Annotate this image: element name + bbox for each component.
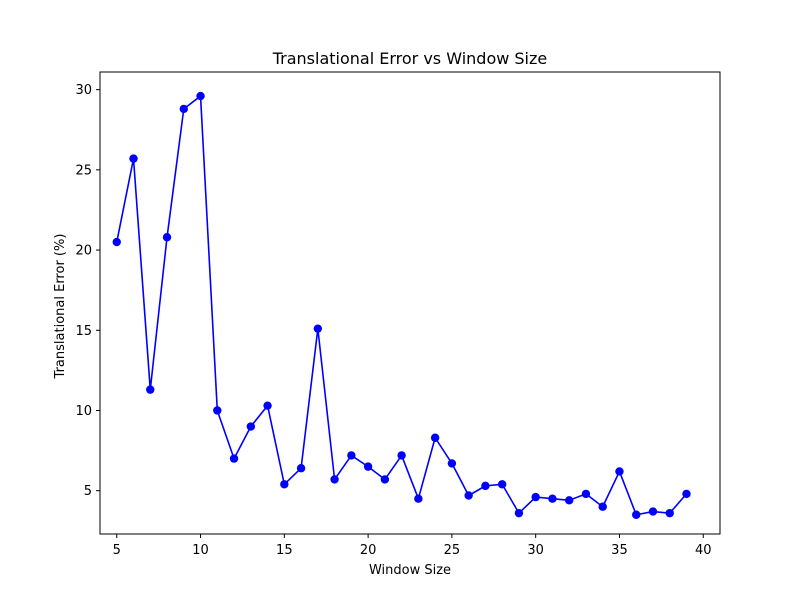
data-point	[380, 475, 390, 484]
data-point	[414, 494, 423, 503]
data-point	[280, 480, 289, 489]
data-point	[263, 401, 272, 410]
data-point	[648, 507, 658, 516]
x-tick-label: 20	[360, 543, 377, 558]
data-point	[682, 489, 691, 499]
data-point	[129, 154, 138, 163]
data-point	[615, 467, 624, 476]
data-point	[464, 491, 473, 500]
data-point	[347, 451, 356, 460]
y-tick-label: 20	[75, 244, 92, 259]
data-point	[497, 480, 507, 489]
data-point	[665, 508, 674, 518]
data-point	[229, 454, 239, 463]
data-point	[632, 510, 641, 519]
data-point	[162, 233, 172, 242]
data-point	[246, 422, 256, 431]
x-tick-label: 15	[276, 543, 293, 558]
y-tick-label: 15	[75, 324, 92, 339]
data-point	[363, 462, 373, 471]
data-point	[447, 459, 457, 468]
x-tick-label: 40	[695, 543, 712, 558]
x-tick-label: 10	[192, 543, 209, 558]
axes-frame	[99, 71, 721, 535]
data-point	[213, 406, 222, 415]
plot-area: 5 10 15 20 25 30 35 40 5 10 15 20 25 30	[75, 71, 721, 558]
data-point	[514, 508, 524, 518]
data-point	[581, 489, 591, 499]
y-tick-label: 25	[75, 163, 92, 178]
data-point	[330, 475, 339, 484]
data-point	[598, 502, 607, 511]
data-point	[146, 385, 155, 394]
y-axis-label: Translational Error (%)	[53, 234, 68, 380]
y-tick-label: 30	[75, 83, 92, 98]
x-tick-label: 5	[113, 543, 121, 558]
chart-title: Translational Error vs Window Size	[272, 49, 548, 68]
data-point	[548, 494, 557, 503]
data-point	[196, 91, 205, 101]
data-point	[397, 451, 406, 460]
x-tick-label: 30	[527, 543, 544, 558]
data-point	[313, 324, 323, 333]
y-tick-label: 10	[75, 404, 92, 419]
x-tick-label: 25	[444, 543, 461, 558]
data-point	[179, 104, 188, 114]
data-point	[564, 496, 574, 505]
data-point	[481, 481, 490, 491]
y-tick-label: 5	[84, 484, 92, 499]
x-tick-label: 35	[611, 543, 628, 558]
data-point	[430, 433, 440, 442]
x-axis-label: Window Size	[369, 563, 451, 578]
data-point	[112, 237, 121, 247]
data-point	[296, 464, 306, 473]
data-point	[531, 492, 540, 502]
